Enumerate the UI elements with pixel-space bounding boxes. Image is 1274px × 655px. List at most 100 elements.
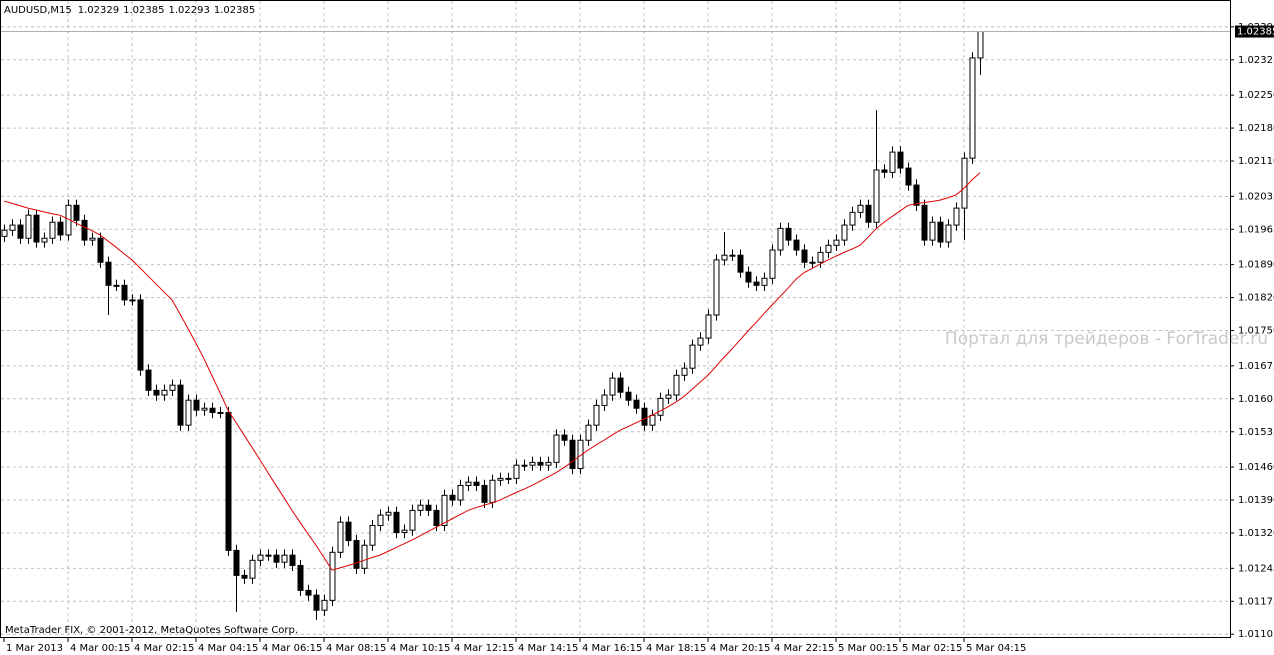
candle-body — [969, 57, 976, 159]
x-tick-label: 4 Mar 00:15 — [70, 643, 130, 654]
candle-body — [713, 259, 720, 316]
candle-body — [769, 249, 776, 279]
y-tick-label: 1.01605 — [1238, 394, 1274, 405]
candle-body — [857, 204, 864, 213]
chart-header: AUDUSD,M15 1.02329 1.02385 1.02293 1.02385 — [4, 5, 255, 16]
header-open: 1.02329 — [78, 5, 119, 16]
candle-body — [457, 484, 464, 501]
x-tick-label: 4 Mar 08:15 — [326, 643, 386, 654]
candle-body — [497, 477, 504, 481]
candle-body — [321, 599, 328, 611]
y-tick-label: 1.01245 — [1238, 563, 1274, 574]
candle-body — [153, 389, 160, 396]
candle-body — [409, 509, 416, 531]
candle-body — [609, 377, 616, 396]
candle-body — [417, 504, 424, 511]
x-tick-label: 4 Mar 14:15 — [518, 643, 578, 654]
y-tick-label: 1.01175 — [1238, 596, 1274, 607]
x-tick-label: 4 Mar 10:15 — [390, 643, 450, 654]
candle-body — [313, 594, 320, 611]
candle-body — [657, 397, 664, 416]
candle-body — [193, 399, 200, 411]
candle-body — [17, 224, 24, 239]
candle-body — [369, 524, 376, 546]
candle-body — [977, 31, 984, 59]
y-tick-label: 1.01460 — [1238, 462, 1274, 473]
candle-body — [585, 424, 592, 441]
plot-border — [0, 0, 1231, 638]
candle-body — [169, 384, 176, 391]
candle-body — [337, 521, 344, 553]
candle-body — [89, 237, 96, 241]
candle-body — [329, 551, 336, 601]
candle-body — [201, 407, 208, 411]
candle-body — [953, 207, 960, 226]
footer: MetaTrader FIX, © 2001-2012, MetaQuotes … — [5, 625, 298, 636]
candle-body — [561, 434, 568, 441]
candle-body — [897, 151, 904, 169]
candle-body — [601, 394, 608, 406]
candle-body — [761, 277, 768, 286]
candle-body — [729, 254, 736, 257]
y-tick-label: 1.02250 — [1238, 90, 1274, 101]
candle-body — [481, 484, 488, 503]
candle-body — [49, 221, 56, 239]
candle-body — [825, 244, 832, 253]
candle-body — [177, 384, 184, 426]
candle-body — [545, 461, 552, 466]
candle-body — [889, 151, 896, 173]
candle-body — [393, 511, 400, 534]
y-tick-label: 1.01320 — [1238, 528, 1274, 539]
x-tick-label: 4 Mar 12:15 — [454, 643, 514, 654]
candle-body — [57, 221, 64, 236]
x-tick-label: 5 Mar 00:15 — [838, 643, 898, 654]
candle-body — [945, 224, 952, 243]
candle-body — [353, 540, 360, 569]
candle-body — [185, 399, 192, 426]
candle-body — [241, 574, 248, 579]
candle-body — [929, 221, 936, 241]
candle-body — [41, 237, 48, 243]
candle-body — [913, 184, 920, 206]
candle-body — [937, 221, 944, 243]
price-marker — [1235, 25, 1274, 38]
candle-body — [569, 439, 576, 469]
candle-body — [777, 227, 784, 251]
candle-body — [681, 367, 688, 376]
x-tick-label: 4 Mar 20:15 — [710, 643, 770, 654]
candle-body — [921, 204, 928, 241]
candle-body — [9, 224, 16, 231]
candle-body — [737, 254, 744, 273]
candle-body — [809, 261, 816, 264]
x-tick-label: 4 Mar 22:15 — [774, 643, 834, 654]
candle-body — [817, 251, 824, 263]
chart-title: AUDUSD,M15 — [4, 5, 72, 16]
candle-body — [673, 374, 680, 396]
candle-body — [697, 337, 704, 346]
header-low: 1.02293 — [168, 5, 209, 16]
price-marker-label: 1.02385 — [1237, 27, 1274, 38]
candle-body — [721, 254, 728, 261]
candle-body — [97, 237, 104, 263]
candle-body — [281, 554, 288, 563]
candle-body — [289, 554, 296, 566]
x-tick-label: 5 Mar 02:15 — [902, 643, 962, 654]
candle-body — [617, 377, 624, 393]
candle-body — [449, 494, 456, 501]
candle-body — [105, 261, 112, 286]
y-tick-label: 1.02110 — [1238, 156, 1274, 167]
candle-body — [537, 461, 544, 466]
candle-body — [785, 227, 792, 241]
candle-body — [961, 157, 968, 209]
x-tick-label: 4 Mar 02:15 — [134, 643, 194, 654]
header-close: 1.02385 — [214, 5, 255, 16]
candle-body — [113, 284, 120, 287]
candle-body — [1, 229, 8, 237]
x-tick-label: 5 Mar 04:15 — [966, 643, 1026, 654]
candle-body — [689, 344, 696, 369]
candle-body — [249, 559, 256, 579]
candle-body — [841, 224, 848, 241]
candle-body — [257, 554, 264, 561]
candle-body — [433, 509, 440, 526]
